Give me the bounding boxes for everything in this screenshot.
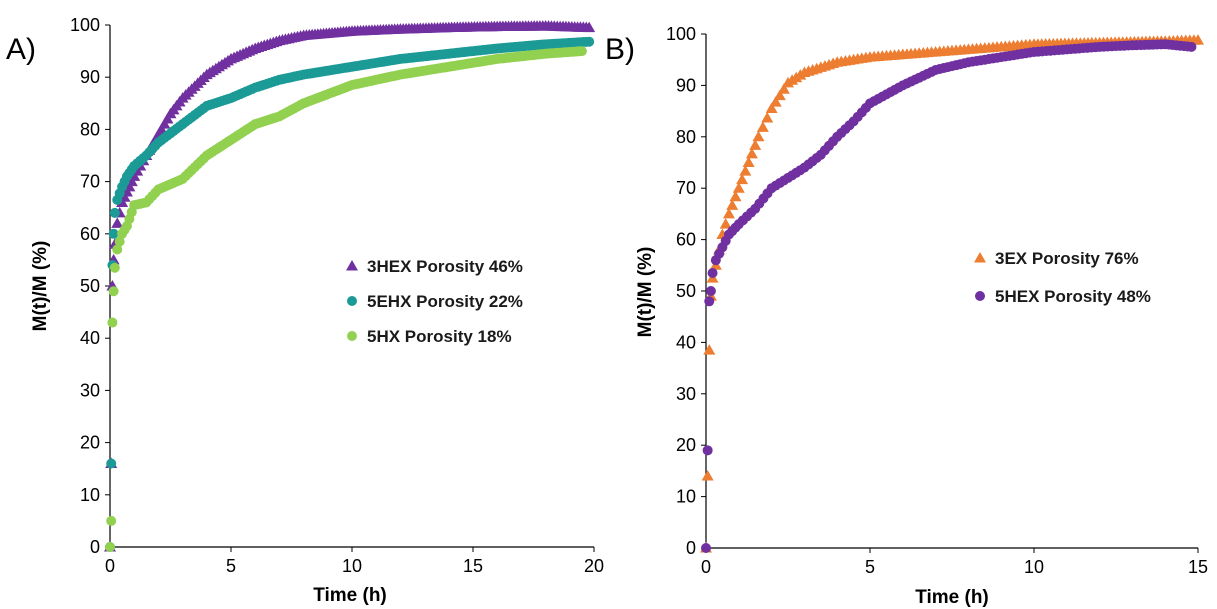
data-point [773,89,786,101]
series-2 [105,36,595,552]
data-point [777,83,790,94]
y-tick-label: 60 [80,224,100,244]
y-tick-label: 100 [666,24,696,44]
data-point [701,543,711,553]
legend-label: 5EHX Porosity 22% [367,292,523,311]
data-point [704,296,715,307]
data-point [752,130,765,142]
y-tick-label: 10 [676,487,696,507]
y-tick-label: 70 [80,172,100,192]
series-2 [701,39,1197,553]
legend-marker [975,291,985,301]
data-point [583,21,596,33]
legend: 3HEX Porosity 46% 5EHX Porosity 22% 5HX Po… [346,257,523,346]
data-point [108,286,119,297]
data-point [705,286,716,296]
y-tick-label: 60 [676,230,696,250]
y-tick-label: 80 [676,127,696,147]
data-point [106,515,117,526]
data-point [749,139,762,150]
y-tick-label: 40 [676,332,696,352]
y-tick-label: 50 [80,276,100,296]
x-tick-label: 10 [1024,557,1044,577]
x-tick-label: 10 [342,556,362,576]
legend-marker [346,260,358,271]
y-tick-label: 20 [676,435,696,455]
y-tick-label: 30 [80,380,100,400]
panel-label: B) [605,33,635,66]
legend-marker [347,331,357,341]
x-tick-label: 5 [226,556,236,576]
x-tick-label: 5 [865,557,875,577]
y-tick-label: 0 [686,538,696,558]
data-point [107,317,118,328]
data-point [106,458,117,469]
legend-label: 5HX Porosity 18% [367,327,512,346]
legend-label: 3HEX Porosity 46% [367,257,523,276]
data-point [109,262,120,273]
data-point [732,182,745,193]
chart-panel-1: 0 10 20 30 40 50 60 70 80 90 100 0 5 10 15 20 Time (h) M(… [6,15,604,606]
data-point [756,121,769,132]
y-axis-title: M(t)/M (%) [635,247,656,338]
y-axis-title: M(t)/M (%) [30,241,51,332]
data-point [726,199,739,210]
y-tick-label: 100 [70,15,100,35]
data-point [765,102,778,114]
legend-marker [974,252,986,263]
y-tick-label: 30 [676,384,696,404]
y-tick-label: 0 [90,537,100,557]
data-point [584,36,595,47]
data-point [769,96,782,107]
x-tick-label: 20 [584,556,604,576]
panel-label: A) [6,33,36,66]
x-axis-title: Time (h) [313,585,387,606]
legend-label: 3EX Porosity 76% [995,249,1139,268]
legend: 3EX Porosity 76% 5HEX Porosity 48% [974,249,1151,306]
data-point [105,542,115,552]
x-tick-label: 15 [1188,557,1208,577]
data-point [761,111,774,123]
data-point [736,173,749,185]
y-tick-label: 40 [80,328,100,348]
y-tick-label: 50 [676,281,696,301]
legend-marker [347,296,357,306]
series-3 [105,46,587,552]
series-1 [104,20,596,552]
legend-label: 5HEX Porosity 48% [995,287,1151,306]
y-tick-label: 90 [676,75,696,95]
data-point [1192,34,1204,45]
chart-panel-2: 0 10 20 30 40 50 60 70 80 90 100 0 5 10 15 Time (h) M(t)… [605,24,1208,608]
data-point [701,470,714,481]
data-point [745,147,758,159]
y-tick-label: 10 [80,485,100,505]
data-point [112,244,123,255]
data-point [114,236,125,247]
data-point [111,217,124,228]
x-tick-label: 0 [701,557,711,577]
data-point [742,156,755,167]
data-point [707,268,718,279]
y-tick-label: 70 [676,178,696,198]
data-point [576,46,587,57]
y-tick-label: 20 [80,433,100,453]
data-point [108,228,119,239]
y-tick-label: 80 [80,119,100,139]
data-point [722,207,735,219]
x-axis-title: Time (h) [915,587,989,608]
data-point [719,218,732,229]
data-point [703,344,716,355]
x-tick-label: 15 [463,556,483,576]
data-point [1186,41,1197,52]
data-point [739,165,752,176]
data-point [702,445,713,456]
y-tick-label: 90 [80,67,100,87]
data-point [729,190,742,202]
data-point [109,207,120,218]
x-tick-label: 0 [105,556,115,576]
